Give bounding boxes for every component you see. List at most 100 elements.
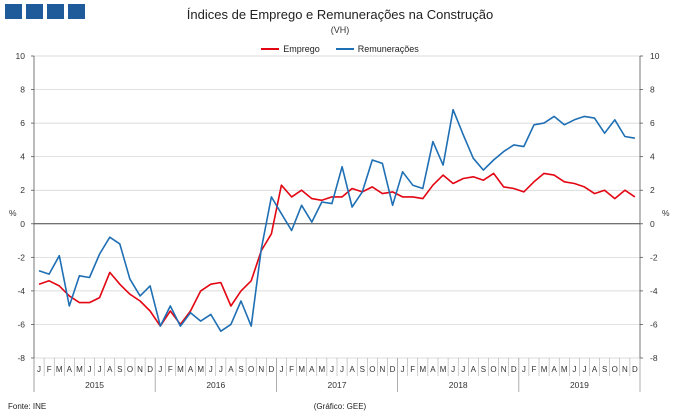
month-label: A: [471, 365, 477, 374]
month-label: J: [219, 365, 223, 374]
month-label: J: [451, 365, 455, 374]
month-label: S: [117, 365, 122, 374]
month-label: N: [137, 365, 143, 374]
logo-block: [26, 4, 43, 19]
month-label: M: [541, 365, 548, 374]
month-label: O: [490, 365, 496, 374]
month-label: M: [420, 365, 427, 374]
legend: Emprego Remunerações: [0, 44, 680, 54]
month-label: M: [197, 365, 204, 374]
month-label: J: [209, 365, 213, 374]
month-label: N: [622, 365, 628, 374]
month-label: A: [107, 365, 113, 374]
legend-label-emprego: Emprego: [283, 44, 320, 54]
y-tick-label-right: -4: [650, 286, 658, 296]
year-label: 2017: [328, 380, 347, 390]
year-label: 2019: [570, 380, 589, 390]
month-label: A: [309, 365, 315, 374]
month-label: M: [177, 365, 184, 374]
month-label: M: [298, 365, 305, 374]
month-label: A: [551, 365, 557, 374]
month-label: D: [390, 365, 396, 374]
month-label: F: [532, 365, 537, 374]
month-label: S: [238, 365, 243, 374]
month-label: M: [56, 365, 63, 374]
month-label: M: [319, 365, 326, 374]
month-label: F: [289, 365, 294, 374]
logo-block: [47, 4, 64, 19]
month-label: N: [501, 365, 507, 374]
month-label: D: [147, 365, 153, 374]
credit-note: (Gráfico: GEE): [313, 402, 367, 411]
legend-swatch-emprego: [261, 48, 280, 50]
month-label: J: [340, 365, 344, 374]
month-label: A: [228, 365, 234, 374]
month-label: D: [632, 365, 638, 374]
y-tick-label-right: 4: [650, 152, 655, 162]
month-label: M: [561, 365, 568, 374]
y-tick-label-right: 10: [650, 51, 660, 61]
y-tick-label-right: 8: [650, 85, 655, 95]
month-label: J: [572, 365, 576, 374]
month-label: S: [360, 365, 365, 374]
month-label: J: [88, 365, 92, 374]
month-label: J: [461, 365, 465, 374]
month-label: A: [592, 365, 598, 374]
legend-label-remuneracoes: Remunerações: [357, 44, 419, 54]
logo: [5, 4, 85, 19]
month-label: D: [511, 365, 517, 374]
month-label: J: [279, 365, 283, 374]
chart-title: Índices de Emprego e Remunerações na Con…: [186, 7, 494, 22]
logo-block: [5, 4, 22, 19]
month-label: J: [37, 365, 41, 374]
month-label: M: [76, 365, 83, 374]
month-label: F: [410, 365, 415, 374]
month-label: J: [401, 365, 405, 374]
chart-subtitle: (VH): [330, 25, 350, 35]
year-label: 2018: [449, 380, 468, 390]
y-tick-label-left: -4: [17, 286, 25, 296]
y-axis-label-right: %: [662, 208, 670, 218]
month-label: J: [158, 365, 162, 374]
month-label: S: [602, 365, 607, 374]
y-tick-label-right: -2: [650, 252, 658, 262]
month-label: N: [380, 365, 386, 374]
y-tick-label-right: -6: [650, 319, 658, 329]
y-tick-label-left: 2: [20, 185, 25, 195]
y-tick-label-left: 8: [20, 85, 25, 95]
y-tick-label-right: -8: [650, 353, 658, 363]
legend-item-emprego: Emprego: [261, 44, 320, 54]
month-label: A: [67, 365, 73, 374]
y-tick-label-left: 6: [20, 118, 25, 128]
month-label: O: [369, 365, 375, 374]
y-tick-label-left: -6: [17, 319, 25, 329]
month-label: S: [481, 365, 486, 374]
month-label: F: [168, 365, 173, 374]
month-label: J: [522, 365, 526, 374]
y-tick-label-right: 6: [650, 118, 655, 128]
y-tick-label-left: 4: [20, 152, 25, 162]
month-label: J: [330, 365, 334, 374]
month-label: A: [430, 365, 436, 374]
month-label: O: [612, 365, 618, 374]
logo-block: [68, 4, 85, 19]
month-label: N: [258, 365, 264, 374]
y-axis-label-left: %: [9, 208, 17, 218]
month-label: J: [582, 365, 586, 374]
year-label: 2015: [85, 380, 104, 390]
y-tick-label-left: 0: [20, 219, 25, 229]
month-label: A: [188, 365, 194, 374]
month-label: A: [349, 365, 355, 374]
y-tick-label-left: 10: [16, 51, 26, 61]
month-label: O: [248, 365, 254, 374]
series-line-emprego: [38, 172, 636, 327]
legend-item-remuneracoes: Remunerações: [335, 44, 419, 54]
month-label: F: [47, 365, 52, 374]
year-label: 2016: [206, 380, 225, 390]
series-line-remuneracoes: [38, 108, 636, 333]
month-label: D: [268, 365, 274, 374]
y-tick-label-left: -2: [17, 252, 25, 262]
y-tick-label-left: -8: [17, 353, 25, 363]
y-tick-label-right: 0: [650, 219, 655, 229]
